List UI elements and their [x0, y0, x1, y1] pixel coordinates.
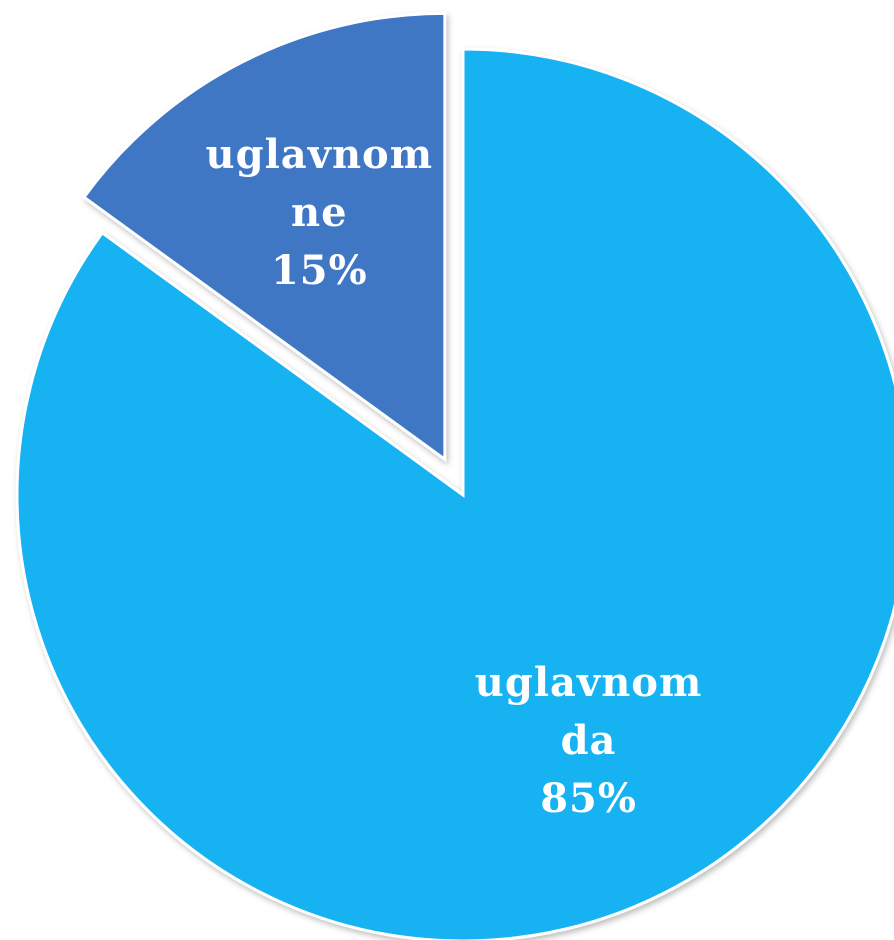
value-label: 15%: [270, 246, 368, 294]
pie-slice: [15, 47, 894, 940]
slice-label: uglavnom da 85%: [449, 654, 729, 828]
category-label: uglavnom ne: [205, 130, 434, 236]
value-label: 85%: [540, 775, 637, 823]
slice-label: uglavnom ne 15%: [179, 126, 459, 300]
category-label: uglavnom da: [474, 659, 703, 765]
pie-slice: [81, 11, 447, 463]
